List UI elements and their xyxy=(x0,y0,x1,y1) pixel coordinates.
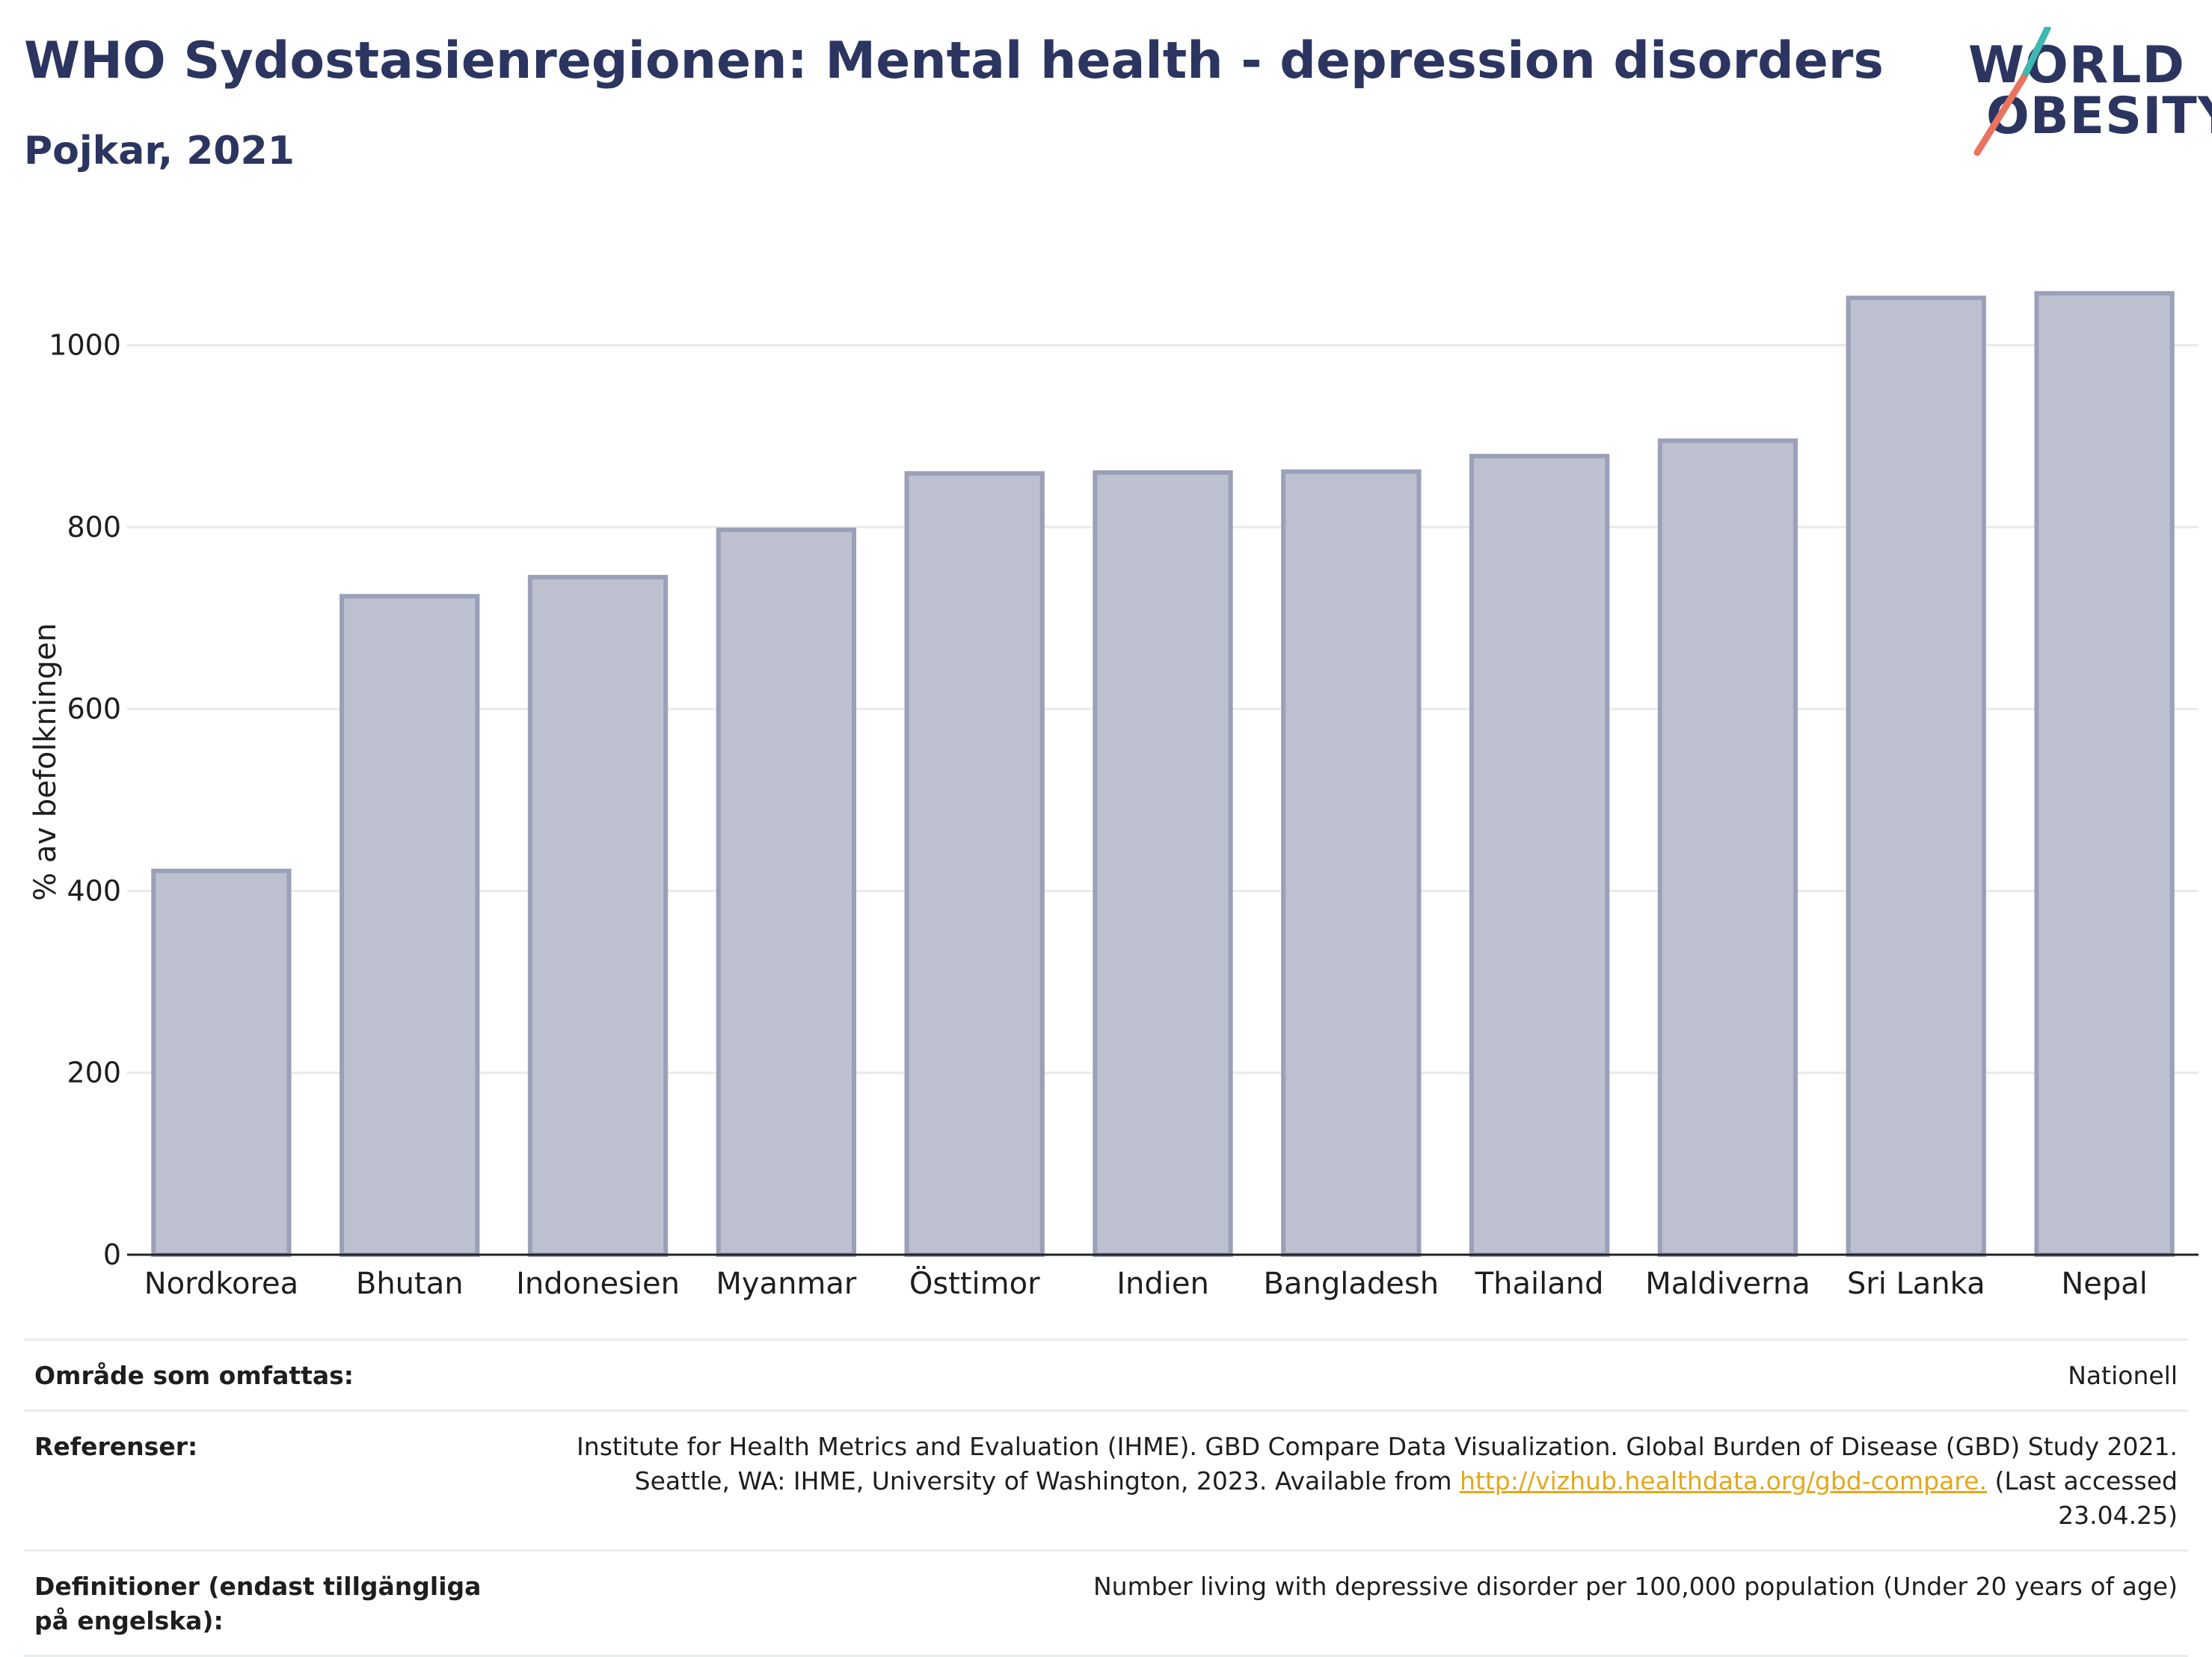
bar-nepal xyxy=(2034,291,2175,1258)
bar-östtimor xyxy=(904,471,1045,1257)
bar-maldiverna xyxy=(1657,438,1798,1258)
x-tick-label: Thailand xyxy=(1475,1267,1604,1301)
chart-title: WHO Sydostasienregionen: Mental health -… xyxy=(24,31,1884,90)
y-axis-label: % av befolkningen xyxy=(28,623,63,901)
x-tick-label: Östtimor xyxy=(909,1265,1040,1301)
logo-line-2: OBESITY xyxy=(1986,87,2212,146)
coverage-value: Nationell xyxy=(2068,1361,2178,1390)
x-tick-label: Nordkorea xyxy=(144,1267,298,1301)
references-value: Institute for Health Metrics and Evaluat… xyxy=(513,1430,2178,1533)
bar-bangladesh xyxy=(1281,469,1422,1257)
footer-row-coverage: Område som omfattas: Nationell xyxy=(24,1338,2188,1409)
chart-footer: Område som omfattas: Nationell Referense… xyxy=(24,1338,2188,1657)
x-tick-label: Nepal xyxy=(2061,1267,2148,1301)
x-tick-labels: Nordkorea Bhutan Indonesien Myanmar Östtimor… xyxy=(144,1265,2148,1301)
y-tick-label: 1000 xyxy=(49,329,121,362)
y-tick-label: 200 xyxy=(67,1057,121,1089)
references-line-2-post: (Last accessed 23.04.25) xyxy=(1986,1466,2178,1530)
bar-thailand xyxy=(1469,454,1610,1257)
chart-subtitle: Pojkar, 2021 xyxy=(24,129,295,173)
definitions-value: Number living with depressive disorder p… xyxy=(1093,1572,2178,1601)
bar-sri-lanka xyxy=(1846,295,1986,1257)
bar-bhutan xyxy=(340,594,480,1257)
x-tick-label: Bangladesh xyxy=(1264,1267,1440,1301)
x-tick-label: Myanmar xyxy=(716,1267,857,1301)
x-tick-label: Indonesien xyxy=(516,1267,680,1301)
references-line-2-pre: Seattle, WA: IHME, University of Washing… xyxy=(634,1466,1460,1495)
bars xyxy=(151,291,2175,1258)
references-line-1: Institute for Health Metrics and Evaluat… xyxy=(577,1432,2178,1461)
world-obesity-logo: WORLD OBESITY xyxy=(1959,27,2212,162)
x-tick-label: Indien xyxy=(1116,1267,1209,1301)
footer-row-definitions: Definitioner (endast tillgängliga på eng… xyxy=(24,1549,2188,1657)
bar-chart: 0 200 400 600 800 1000 Nordkorea Bhutan Indones… xyxy=(28,291,2199,1301)
bar-indien xyxy=(1093,470,1233,1257)
x-tick-label: Sri Lanka xyxy=(1847,1267,1985,1301)
y-tick-label: 600 xyxy=(67,692,121,725)
bar-indonesien xyxy=(527,574,669,1257)
references-link[interactable]: http://vizhub.healthdata.org/gbd-compare… xyxy=(1460,1466,1987,1495)
logo-line-1: WORLD xyxy=(1968,36,2185,95)
y-tick-label: 400 xyxy=(67,874,121,907)
y-tick-label: 800 xyxy=(67,511,121,544)
references-label: Referenser: xyxy=(34,1432,198,1461)
logo-slash-icon xyxy=(1973,27,2051,156)
bar-nordkorea xyxy=(151,868,292,1258)
references-line-2: Seattle, WA: IHME, University of Washing… xyxy=(513,1464,2178,1533)
definitions-label: Definitioner (endast tillgängliga på eng… xyxy=(34,1572,482,1635)
x-tick-label: Maldiverna xyxy=(1645,1267,1810,1301)
footer-row-references: Referenser: Institute for Health Metrics… xyxy=(24,1409,2188,1549)
x-tick-label: Bhutan xyxy=(356,1267,464,1301)
bar-myanmar xyxy=(716,527,857,1257)
y-tick-label: 0 xyxy=(103,1238,121,1271)
y-tick-labels: 0 200 400 600 800 1000 xyxy=(49,329,121,1271)
coverage-label: Område som omfattas: xyxy=(34,1361,354,1390)
